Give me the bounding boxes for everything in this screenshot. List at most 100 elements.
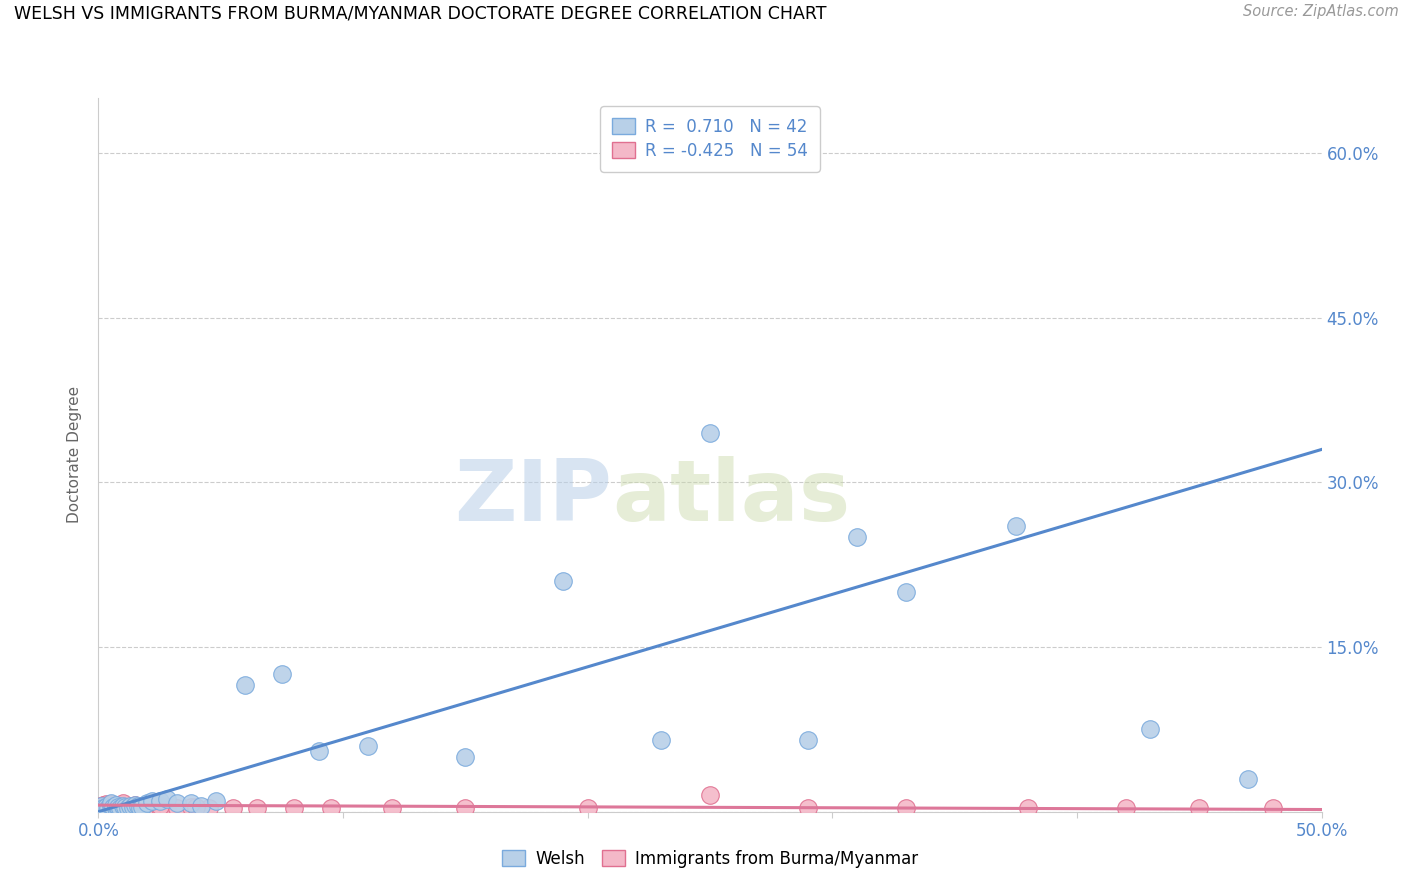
Point — [91, 801, 114, 815]
Point — [111, 800, 134, 814]
Point — [120, 799, 142, 814]
Point — [91, 798, 114, 813]
Point — [797, 801, 820, 815]
Point — [1237, 772, 1260, 786]
Point — [308, 744, 330, 758]
Point — [1004, 519, 1026, 533]
Point — [131, 800, 153, 814]
Point — [894, 801, 917, 815]
Point — [100, 799, 122, 814]
Point — [454, 801, 477, 815]
Point — [100, 796, 122, 810]
Point — [101, 800, 124, 814]
Point — [100, 797, 122, 811]
Point — [381, 801, 404, 815]
Point — [1261, 801, 1284, 815]
Point — [454, 749, 477, 764]
Point — [121, 800, 143, 814]
Point — [117, 801, 139, 815]
Point — [111, 796, 134, 810]
Point — [356, 739, 378, 753]
Point — [94, 801, 117, 815]
Point — [1115, 801, 1137, 815]
Point — [270, 667, 294, 681]
Text: ZIP: ZIP — [454, 456, 612, 540]
Point — [101, 798, 124, 813]
Text: atlas: atlas — [612, 456, 851, 540]
Legend: Welsh, Immigrants from Burma/Myanmar: Welsh, Immigrants from Burma/Myanmar — [495, 844, 925, 875]
Point — [114, 801, 136, 815]
Point — [104, 801, 127, 815]
Point — [124, 800, 146, 814]
Point — [97, 800, 120, 814]
Point — [131, 800, 153, 814]
Point — [576, 801, 599, 815]
Point — [136, 796, 159, 810]
Point — [650, 733, 672, 747]
Point — [180, 800, 202, 814]
Y-axis label: Doctorate Degree: Doctorate Degree — [67, 386, 83, 524]
Point — [127, 799, 149, 814]
Point — [141, 794, 163, 808]
Point — [127, 799, 149, 814]
Point — [124, 798, 146, 813]
Point — [134, 799, 156, 814]
Point — [129, 801, 152, 815]
Point — [111, 799, 134, 814]
Point — [114, 799, 136, 814]
Point — [149, 801, 172, 815]
Point — [104, 799, 127, 814]
Point — [141, 800, 163, 814]
Point — [233, 678, 256, 692]
Point — [121, 801, 143, 815]
Point — [699, 789, 721, 803]
Point — [104, 798, 127, 813]
Point — [699, 425, 721, 440]
Point — [180, 796, 202, 810]
Point — [149, 799, 172, 814]
Point — [136, 801, 159, 815]
Point — [186, 800, 208, 814]
Point — [283, 801, 305, 815]
Point — [1139, 723, 1161, 737]
Point — [107, 800, 129, 814]
Point — [1017, 801, 1039, 815]
Point — [110, 801, 132, 815]
Text: Source: ZipAtlas.com: Source: ZipAtlas.com — [1243, 4, 1399, 20]
Point — [246, 801, 269, 815]
Point — [845, 530, 868, 544]
Point — [166, 801, 188, 815]
Point — [124, 798, 146, 813]
Point — [94, 800, 117, 814]
Point — [205, 794, 228, 808]
Point — [97, 798, 120, 813]
Point — [319, 801, 342, 815]
Point — [156, 791, 179, 805]
Point — [97, 801, 120, 815]
Point — [100, 801, 122, 815]
Point — [90, 799, 112, 814]
Point — [190, 799, 212, 814]
Point — [90, 799, 112, 814]
Point — [104, 801, 127, 815]
Point — [894, 585, 917, 599]
Point — [91, 800, 114, 814]
Point — [110, 799, 132, 814]
Point — [149, 794, 172, 808]
Point — [94, 797, 117, 811]
Point — [107, 800, 129, 814]
Point — [797, 733, 820, 747]
Point — [197, 801, 219, 815]
Text: WELSH VS IMMIGRANTS FROM BURMA/MYANMAR DOCTORATE DEGREE CORRELATION CHART: WELSH VS IMMIGRANTS FROM BURMA/MYANMAR D… — [14, 4, 827, 22]
Point — [114, 800, 136, 814]
Point — [110, 801, 132, 815]
Point — [553, 574, 575, 589]
Point — [120, 799, 142, 814]
Point — [166, 796, 188, 810]
Point — [111, 798, 134, 813]
Point — [156, 800, 179, 814]
Point — [222, 801, 245, 815]
Point — [117, 800, 139, 814]
Point — [1188, 801, 1211, 815]
Point — [107, 798, 129, 813]
